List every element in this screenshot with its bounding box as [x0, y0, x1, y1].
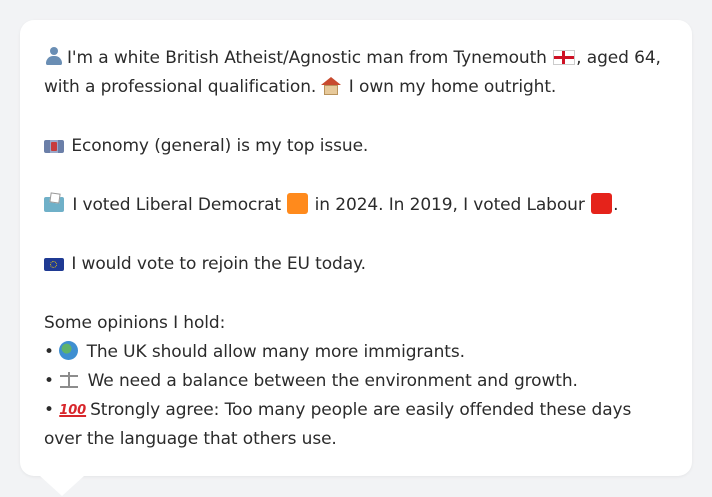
vote-text-b: in 2024. In 2019, I voted Labour: [314, 195, 585, 215]
issue-text: Economy (general) is my top issue.: [71, 136, 369, 156]
opinion-text: Strongly agree: Too many people are easi…: [44, 400, 632, 449]
labour-red-square-icon: [591, 193, 613, 214]
spacer: [44, 102, 672, 132]
hundred-icon: 100: [59, 403, 87, 418]
opinions-heading: Some opinions I hold:: [44, 313, 226, 333]
libdem-orange-square-icon: [287, 193, 309, 214]
scale-icon: [59, 371, 79, 389]
profile-paragraph: I'm a white British Atheist/Agnostic man…: [44, 44, 672, 102]
opinion-item: • 100 Strongly agree: Too many people are…: [44, 396, 672, 454]
vote-paragraph: I voted Liberal Democrat in 2024. In 201…: [44, 191, 672, 220]
eu-paragraph: I would vote to rejoin the EU today.: [44, 250, 672, 279]
eu-text: I would vote to rejoin the EU today.: [71, 254, 366, 274]
vote-text-c: .: [613, 195, 619, 215]
globe-icon: [59, 341, 79, 360]
opinion-text: We need a balance between the environmen…: [87, 371, 578, 391]
vote-text-a: I voted Liberal Democrat: [72, 195, 282, 215]
money-icon: [44, 140, 64, 153]
profile-text-c: I own my home outright.: [348, 77, 557, 97]
bullet: •: [44, 400, 54, 420]
bubble-tail: [40, 476, 84, 496]
opinion-text: The UK should allow many more immigrants…: [86, 342, 465, 362]
user-icon: [44, 46, 64, 66]
bullet: •: [44, 371, 54, 391]
eu-flag-icon: [44, 258, 64, 271]
opinion-item: • The UK should allow many more immigran…: [44, 338, 672, 367]
profile-text-b: , aged 64, with a professional qualifica…: [44, 48, 661, 97]
message-bubble: I'm a white British Atheist/Agnostic man…: [20, 20, 692, 476]
ballot-box-icon: [44, 197, 64, 212]
issue-paragraph: Economy (general) is my top issue.: [44, 132, 672, 161]
message-content: I'm a white British Atheist/Agnostic man…: [44, 44, 672, 454]
england-flag-icon: [553, 50, 576, 65]
opinion-item: • We need a balance between the environm…: [44, 367, 672, 396]
house-icon: [321, 77, 342, 95]
spacer: [44, 279, 672, 309]
profile-text-a: I'm a white British Atheist/Agnostic man…: [67, 48, 547, 68]
spacer: [44, 220, 672, 250]
bullet: •: [44, 342, 54, 362]
spacer: [44, 161, 672, 191]
